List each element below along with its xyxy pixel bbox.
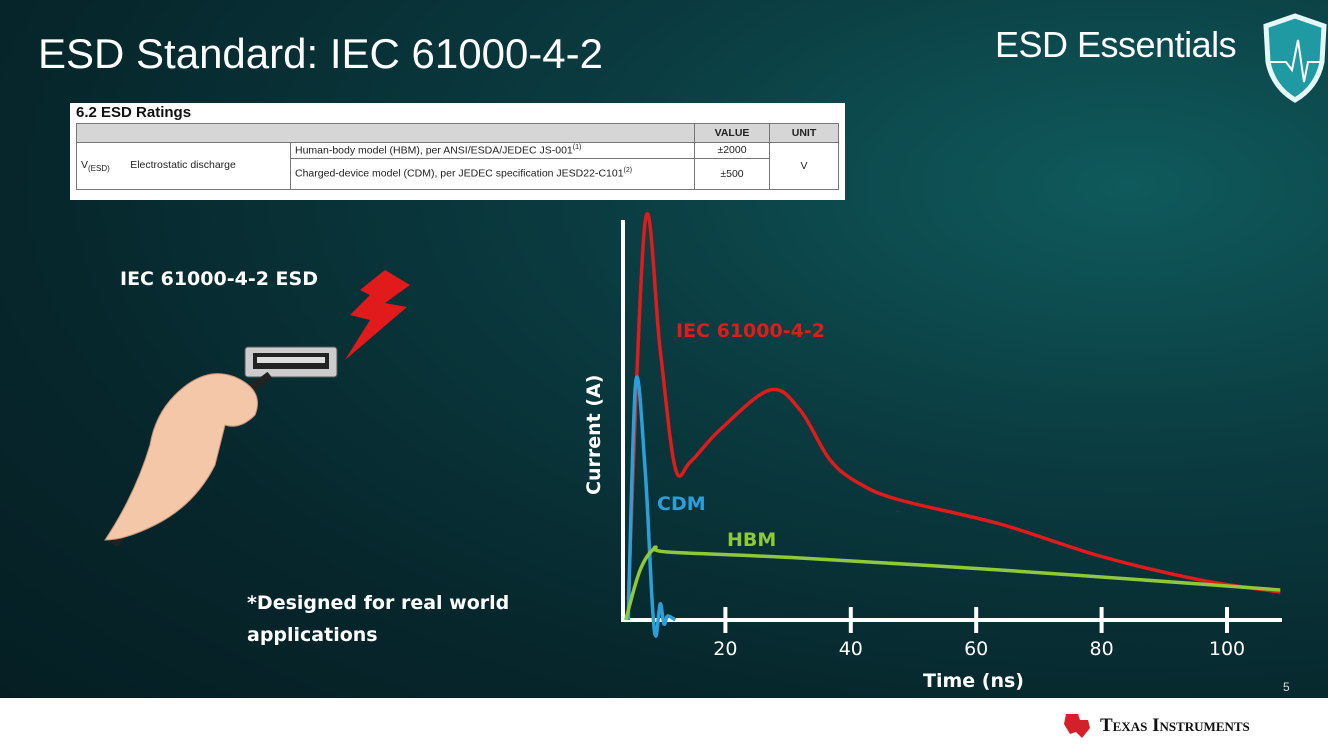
x-tick-label: 100	[1209, 638, 1245, 660]
x-tick-label: 40	[839, 638, 863, 660]
x-axis-label: Time (ns)	[923, 670, 1024, 692]
series-line-hbm	[624, 545, 1281, 621]
note-line1: *Designed for real world	[247, 592, 510, 614]
shield-logo-icon	[1263, 13, 1327, 103]
cdm-value: ±500	[694, 157, 770, 190]
hand-with-cable-illustration	[104, 270, 410, 548]
left-heading: IEC 61000-4-2 ESD	[120, 268, 318, 290]
y-axis-label: Current (A)	[583, 375, 605, 495]
parameter: Electrostatic discharge	[130, 158, 236, 171]
x-tick-label: 20	[713, 638, 737, 660]
brand-title: ESD Essentials	[995, 24, 1237, 65]
table-heading: 6.2 ESD Ratings	[76, 104, 192, 121]
esd-ratings-table: 6.2 ESD Ratings VALUE UNIT V(ESD) Electr…	[70, 103, 845, 200]
ti-logo-icon	[1064, 714, 1090, 738]
page-number: 5	[1283, 680, 1290, 694]
x-tick-label: 80	[1090, 638, 1114, 660]
legend-hbm: HBM	[727, 529, 776, 551]
ti-logo: Texas Instruments	[1062, 712, 1250, 740]
series-line-iec-61000-4-2	[626, 212, 1281, 601]
series-line-cdm	[626, 375, 677, 638]
footer-bar	[0, 698, 1328, 746]
x-tick-label: 60	[964, 638, 988, 660]
col-unit: UNIT	[769, 123, 839, 143]
lightning-bolt-icon	[345, 270, 410, 360]
unit-value: V	[769, 142, 839, 190]
slide-title: ESD Standard: IEC 61000-4-2	[38, 30, 603, 77]
legend-cdm: CDM	[657, 493, 706, 515]
col-value: VALUE	[694, 123, 770, 143]
legend-iec: IEC 61000-4-2	[676, 320, 825, 342]
note-line2: applications	[247, 624, 378, 646]
symbol: V(ESD)	[81, 158, 110, 173]
table-row: Charged-device model (CDM), per JEDEC sp…	[290, 157, 695, 190]
table-row: Human-body model (HBM), per ANSI/ESDA/JE…	[290, 142, 695, 159]
hdmi-connector-icon	[244, 346, 338, 378]
